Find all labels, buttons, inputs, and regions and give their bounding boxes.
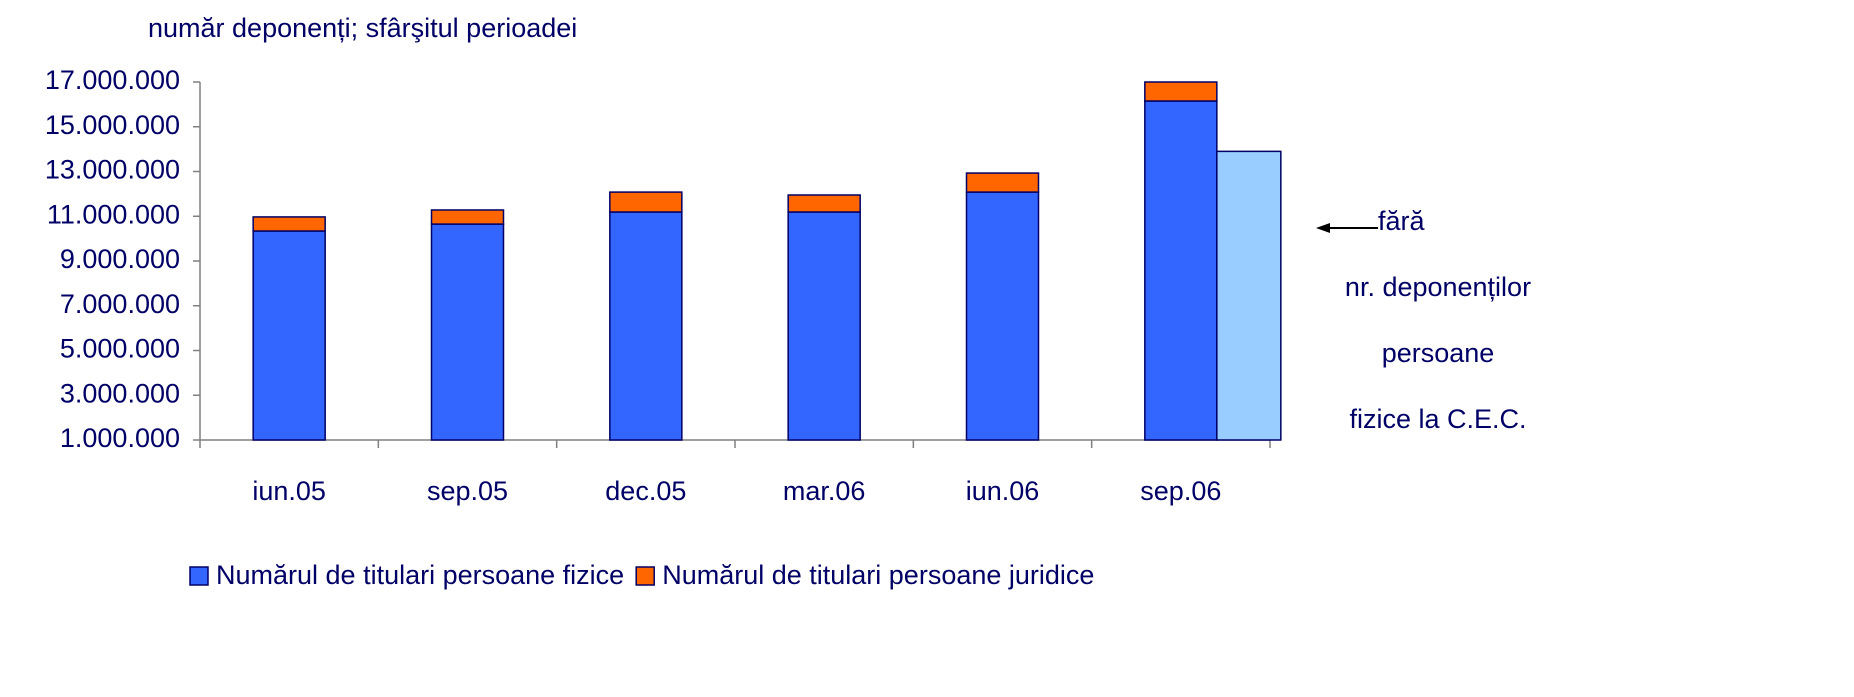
y-tick-label: 1.000.000 <box>60 423 180 453</box>
annotation-text: persoane <box>1382 338 1495 368</box>
annotation-text: fizice la C.E.C. <box>1349 404 1526 434</box>
y-tick-label: 7.000.000 <box>60 289 180 319</box>
bar-segment <box>430 209 505 225</box>
legend-label: Numărul de titulari persoane fizice <box>216 560 624 590</box>
y-tick-label: 17.000.000 <box>45 65 180 95</box>
y-tick-label: 9.000.000 <box>60 244 180 274</box>
bar-segment <box>430 223 505 441</box>
x-tick-label: sep.05 <box>427 476 508 506</box>
y-tick-label: 15.000.000 <box>45 110 180 140</box>
bar-segment <box>787 211 861 441</box>
x-tick-label: dec.05 <box>605 476 686 506</box>
bar-segment <box>787 194 861 213</box>
bar-segment <box>1144 100 1218 441</box>
extra-bar <box>1216 150 1282 441</box>
bar-segment <box>965 172 1040 193</box>
legend-label: Numărul de titulari persoane juridice <box>662 560 1094 590</box>
y-tick-label: 13.000.000 <box>45 155 180 185</box>
legend-swatch <box>189 566 209 586</box>
bar-segment <box>252 230 326 441</box>
bar-segment <box>1144 81 1218 102</box>
chart-title: număr deponenți; sfârşitul perioadei <box>148 13 577 43</box>
bar-segment <box>609 211 683 441</box>
y-tick-label: 5.000.000 <box>60 334 180 364</box>
bar-segment <box>609 191 683 213</box>
legend-swatch <box>635 566 655 586</box>
x-tick-label: iun.05 <box>252 476 326 506</box>
annotation-text: fără <box>1378 206 1426 236</box>
bar-segment <box>252 216 326 232</box>
x-tick-label: mar.06 <box>783 476 866 506</box>
annotation-arrowhead <box>1316 223 1330 233</box>
annotation-text: nr. deponenților <box>1345 272 1531 302</box>
y-tick-label: 11.000.000 <box>47 199 180 229</box>
bar-segment <box>965 191 1040 441</box>
y-tick-label: 3.000.000 <box>60 378 180 408</box>
x-tick-label: sep.06 <box>1140 476 1221 506</box>
x-tick-label: iun.06 <box>966 476 1040 506</box>
